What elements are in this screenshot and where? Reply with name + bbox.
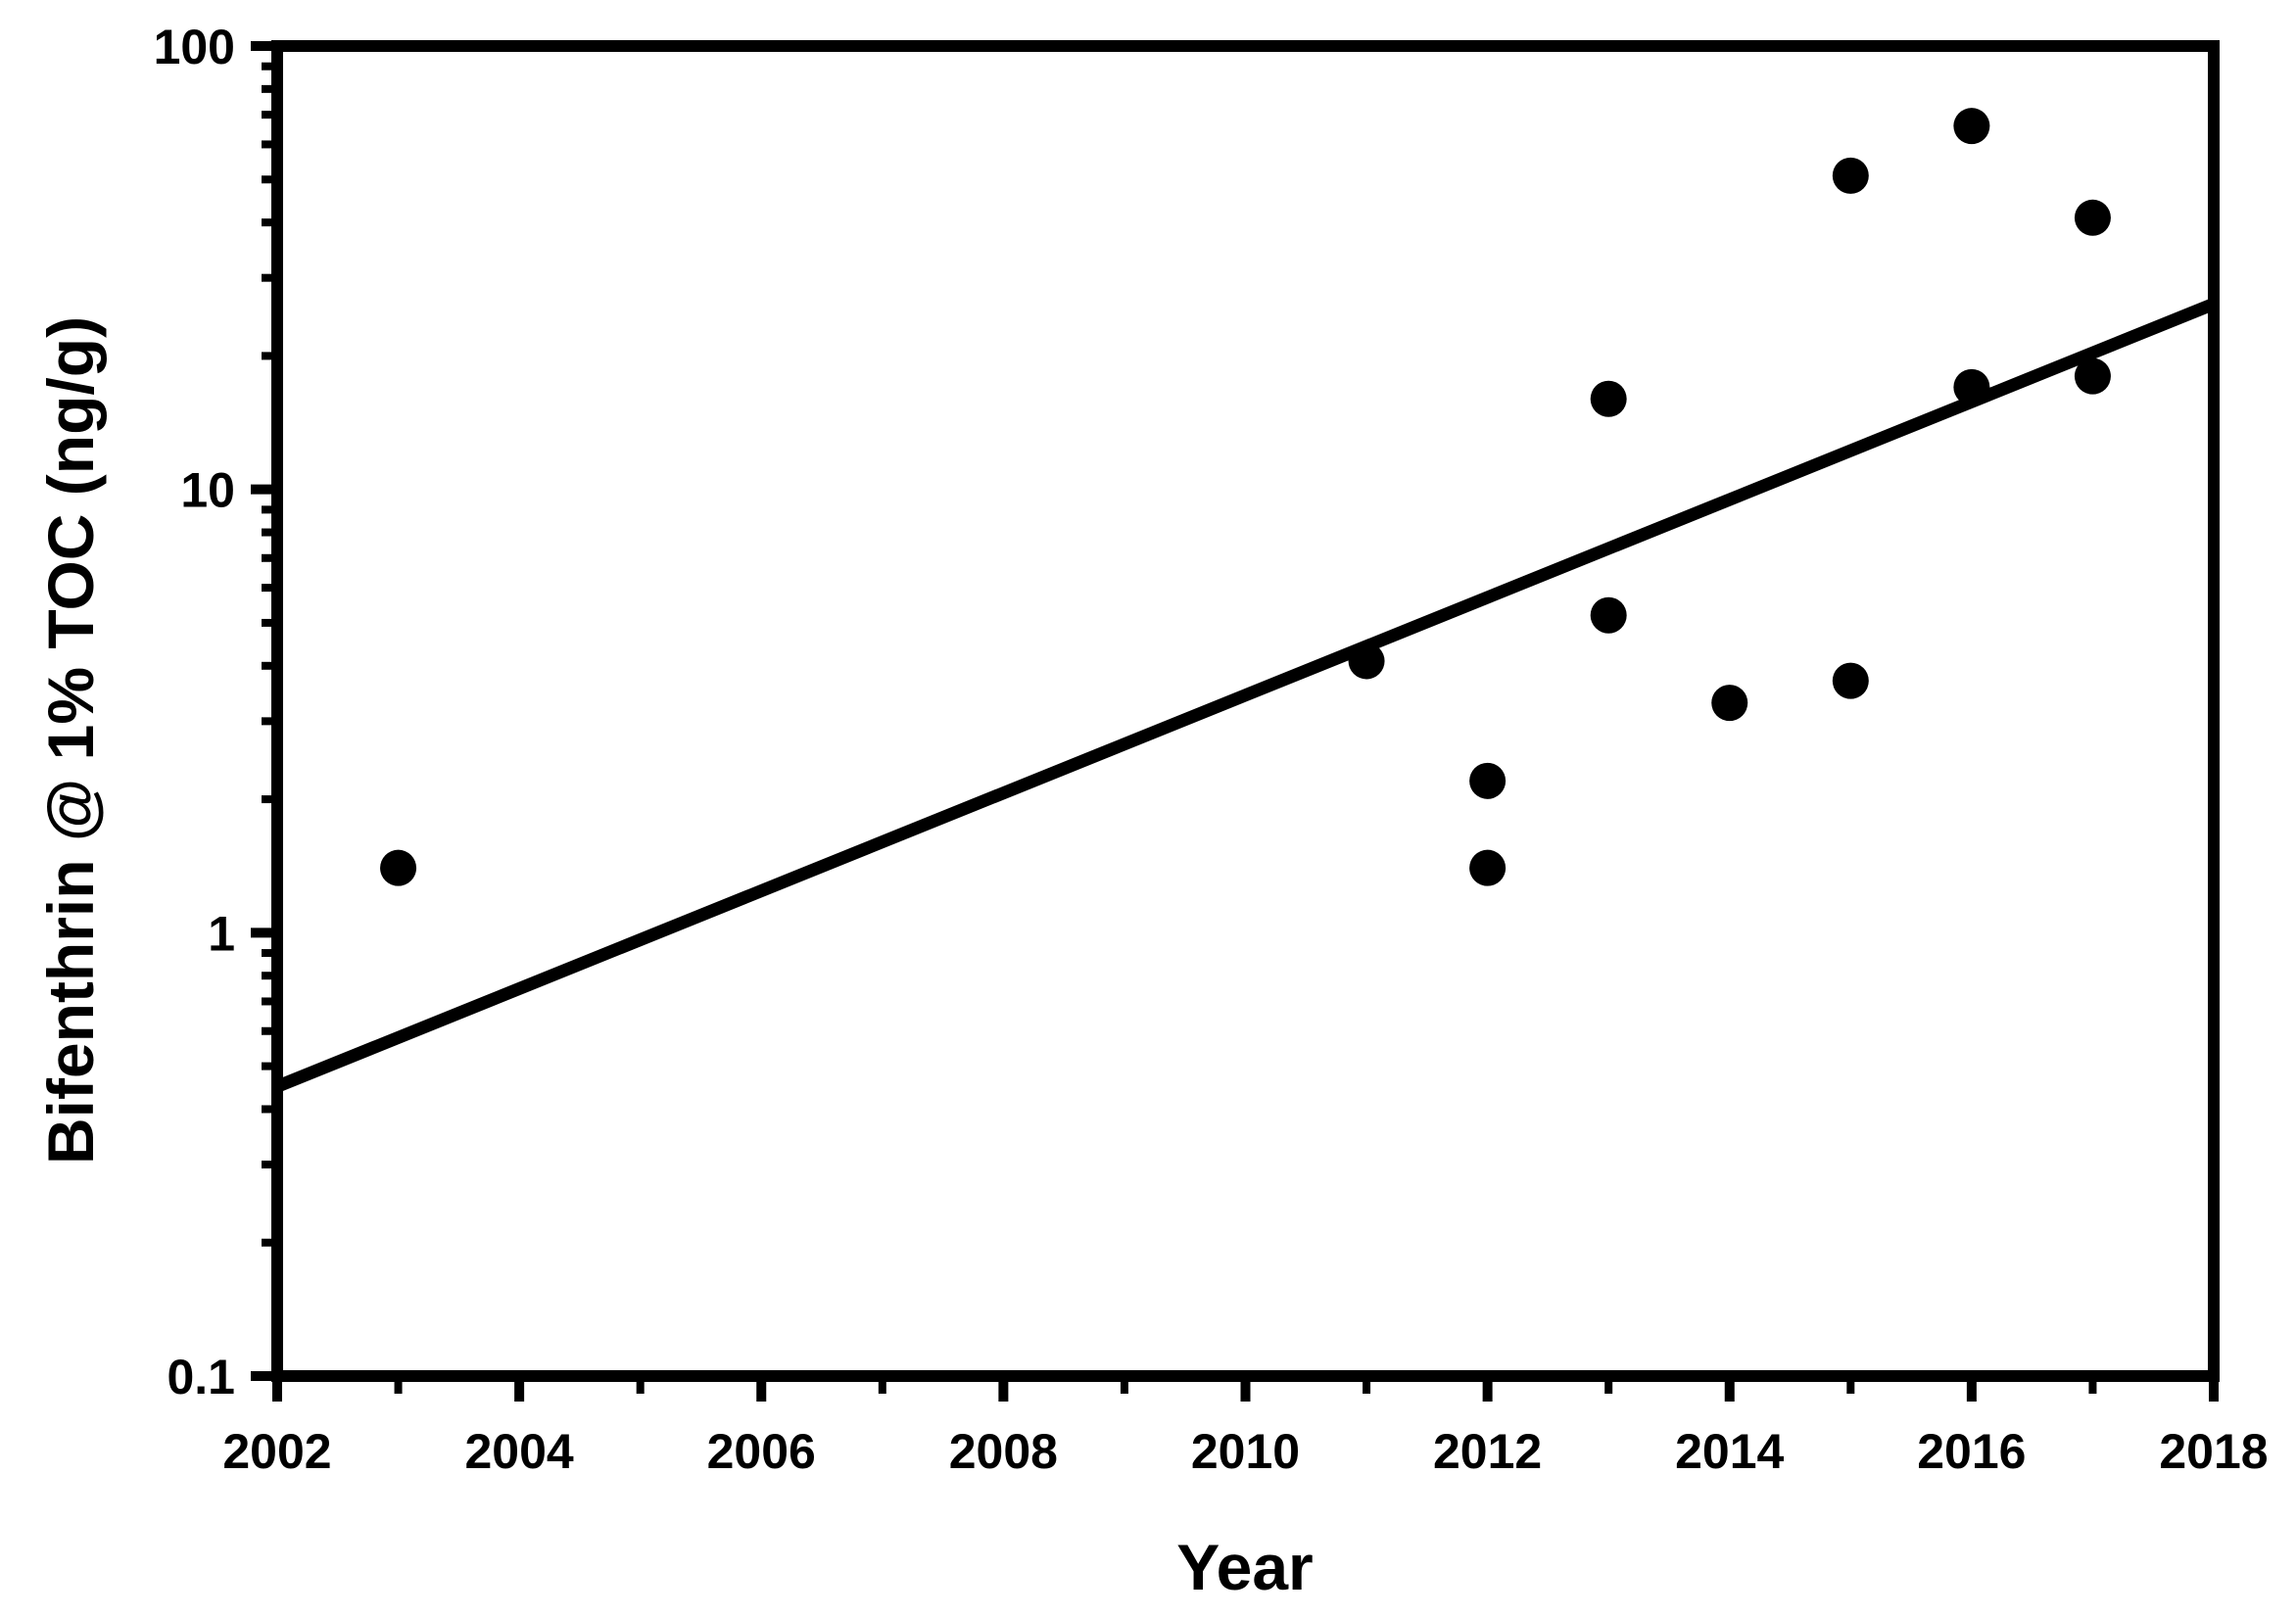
y-axis-label: Bifenthrin @ 1% TOC (ng/g) (34, 316, 107, 1165)
x-tick-label: 2016 (1917, 1424, 2026, 1479)
data-point (2074, 199, 2111, 236)
data-point (1469, 849, 1507, 886)
x-tick-label: 2004 (465, 1424, 574, 1479)
data-point (1348, 642, 1385, 680)
data-point (380, 849, 417, 886)
x-tick-label: 2008 (949, 1424, 1058, 1479)
y-tick-label: 10 (180, 463, 235, 518)
data-point (2074, 357, 2111, 395)
x-tick-label: 2018 (2159, 1424, 2268, 1479)
plot-generated-layer: 2002 2004 2006 2008 2010 2012 2014 2016 2018 0.1 1… (154, 20, 2269, 1479)
data-point (1953, 108, 1990, 145)
data-point (1590, 596, 1627, 634)
x-tick-label: 2006 (707, 1424, 816, 1479)
data-point (1469, 762, 1507, 799)
data-point (1953, 368, 1990, 405)
data-point (1832, 157, 1869, 194)
x-tick-label: 2002 (222, 1424, 331, 1479)
data-point (1590, 380, 1627, 417)
y-tick-label: 1 (208, 906, 235, 961)
data-point (1711, 685, 1748, 722)
data-point (1832, 662, 1869, 699)
y-tick-label: 100 (154, 20, 235, 74)
trend-line (274, 298, 2217, 1093)
x-axis-label: Year (1176, 1531, 1313, 1603)
plot-border (271, 40, 2220, 1382)
y-tick-label: 0.1 (167, 1350, 235, 1404)
x-tick-label: 2014 (1675, 1424, 1784, 1479)
x-tick-label: 2010 (1191, 1424, 1300, 1479)
x-tick-label: 2012 (1433, 1424, 1542, 1479)
